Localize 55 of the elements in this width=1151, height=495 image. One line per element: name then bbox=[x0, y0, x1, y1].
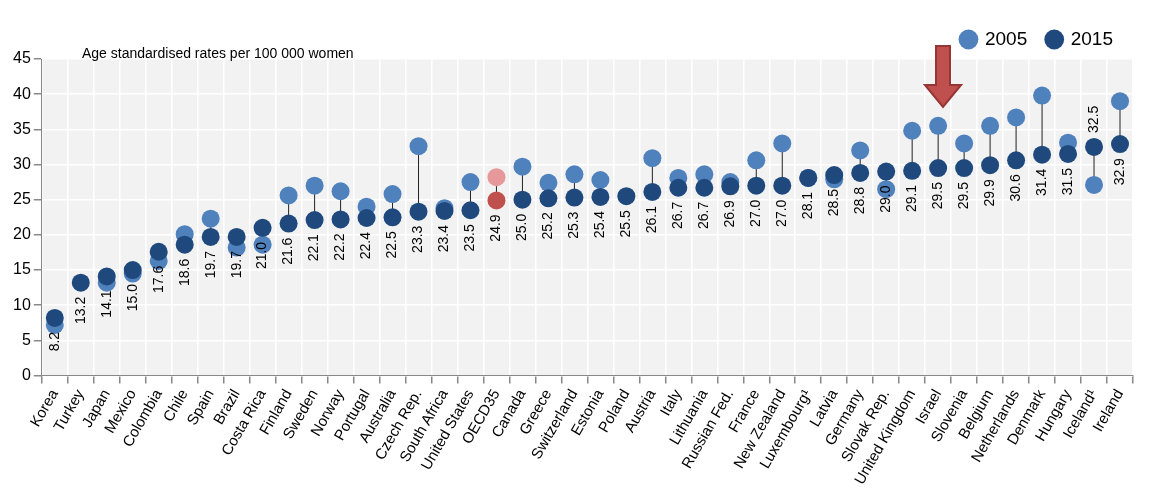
y-tick-label: 5 bbox=[21, 330, 31, 348]
data-label: 32.5 bbox=[1084, 105, 1101, 133]
data-label: 29.9 bbox=[980, 179, 997, 207]
data-label: 8.2 bbox=[45, 331, 62, 352]
data-label: 29.5 bbox=[954, 181, 971, 210]
y-tick-label: 40 bbox=[13, 84, 31, 102]
data-label: 30.6 bbox=[1006, 174, 1023, 202]
data-label: 32.9 bbox=[1110, 157, 1127, 186]
data-label: 22.4 bbox=[357, 231, 374, 260]
data-label: 22.5 bbox=[383, 231, 400, 259]
y-tick-label: 15 bbox=[13, 260, 31, 278]
y-tick-label: 0 bbox=[21, 365, 31, 383]
data-label: 29.1 bbox=[903, 184, 920, 213]
data-label: 26.1 bbox=[643, 205, 660, 234]
data-label: 22.1 bbox=[305, 233, 322, 262]
data-label: 23.5 bbox=[461, 224, 478, 252]
data-label: 29.0 bbox=[877, 185, 894, 213]
y-tick-label: 30 bbox=[13, 154, 31, 172]
data-label: 26.9 bbox=[721, 200, 738, 228]
y-tick-label: 35 bbox=[13, 119, 31, 137]
data-label: 26.7 bbox=[695, 201, 712, 229]
data-label: 14.1 bbox=[97, 290, 114, 318]
data-label: 19.7 bbox=[227, 250, 244, 279]
data-label: 15.0 bbox=[123, 283, 140, 312]
data-label: 25.3 bbox=[565, 211, 582, 239]
data-label: 25.0 bbox=[513, 213, 530, 241]
data-label: 23.4 bbox=[435, 224, 452, 253]
legend-label: 2015 bbox=[1070, 27, 1114, 49]
data-label: 25.5 bbox=[617, 209, 634, 238]
data-label: 28.5 bbox=[825, 188, 842, 217]
data-label: 26.7 bbox=[669, 201, 686, 229]
data-label: 28.8 bbox=[851, 186, 868, 215]
data-label: 19.7 bbox=[201, 250, 218, 279]
data-label: 22.2 bbox=[331, 233, 348, 261]
data-label: 23.3 bbox=[409, 225, 426, 253]
y-tick-label: 25 bbox=[13, 190, 31, 208]
data-label: 13.2 bbox=[71, 296, 88, 324]
data-label: 18.6 bbox=[175, 258, 192, 286]
y-axis-title: Age standardised rates per 100 000 women bbox=[82, 44, 354, 61]
y-tick-label: 20 bbox=[13, 225, 31, 243]
legend-label: 2005 bbox=[984, 27, 1028, 49]
data-label: 31.5 bbox=[1058, 167, 1075, 196]
data-label: 24.9 bbox=[487, 214, 504, 242]
y-tick-label: 45 bbox=[13, 49, 31, 67]
data-label: 21.0 bbox=[253, 241, 270, 270]
data-label: 25.2 bbox=[539, 212, 556, 240]
data-label: 21.6 bbox=[279, 237, 296, 265]
data-label: 27.0 bbox=[773, 199, 790, 227]
data-label: 28.1 bbox=[799, 191, 816, 220]
data-label: 31.4 bbox=[1032, 168, 1049, 196]
data-label: 17.6 bbox=[149, 265, 166, 294]
data-label: 25.4 bbox=[591, 210, 608, 239]
y-tick-label: 10 bbox=[13, 295, 31, 313]
data-label: 29.5 bbox=[929, 181, 945, 210]
data-label: 27.0 bbox=[747, 199, 764, 227]
